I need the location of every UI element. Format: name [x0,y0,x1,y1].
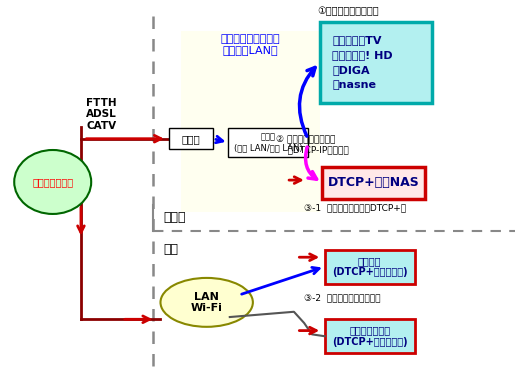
Bar [325,250,414,283]
Bar [169,128,213,149]
Text: インターネット: インターネット [32,177,73,187]
Text: ①デジタル放送を録画: ①デジタル放送を録画 [317,6,379,17]
Text: モデム: モデム [182,134,201,144]
Text: パソコン
(DTCP+対忍ソフト): パソコン (DTCP+対忍ソフト) [332,256,408,277]
Text: DTCP+対忍NAS: DTCP+対忍NAS [328,176,420,190]
Bar [229,128,308,157]
Text: ・デジタルTV
・スカパー! HD
・DIGA
シnasne: ・デジタルTV ・スカパー! HD ・DIGA シnasne [332,35,393,90]
Text: 家庭内: 家庭内 [163,211,186,224]
Bar [325,319,414,353]
Ellipse shape [14,150,91,214]
Ellipse shape [160,278,253,327]
Text: ③-2  録画番組を受信・再生: ③-2 録画番組を受信・再生 [304,293,381,302]
Text: ルータ
(有線 LAN/無線 LAN): ルータ (有線 LAN/無線 LAN) [234,133,302,152]
Text: FTTH
ADSL
CATV: FTTH ADSL CATV [86,98,117,131]
Text: 外部: 外部 [163,243,178,256]
Bar [322,167,425,199]
Bar [181,31,319,212]
Bar [319,22,432,103]
Text: スマートフォン
(DTCP+対忍アプリ): スマートフォン (DTCP+対忍アプリ) [332,326,408,347]
Text: ③-1  録画番組を配信（DTCP+）: ③-1 録画番組を配信（DTCP+） [304,203,406,212]
Text: LAN
Wi-Fi: LAN Wi-Fi [191,291,222,313]
Text: ② 録画番組をダビング
    （DTCP-IPムーブ）: ② 録画番組をダビング （DTCP-IPムーブ） [276,135,349,154]
Text: ホームネットワーク
（家庭内LAN）: ホームネットワーク （家庭内LAN） [220,34,280,55]
